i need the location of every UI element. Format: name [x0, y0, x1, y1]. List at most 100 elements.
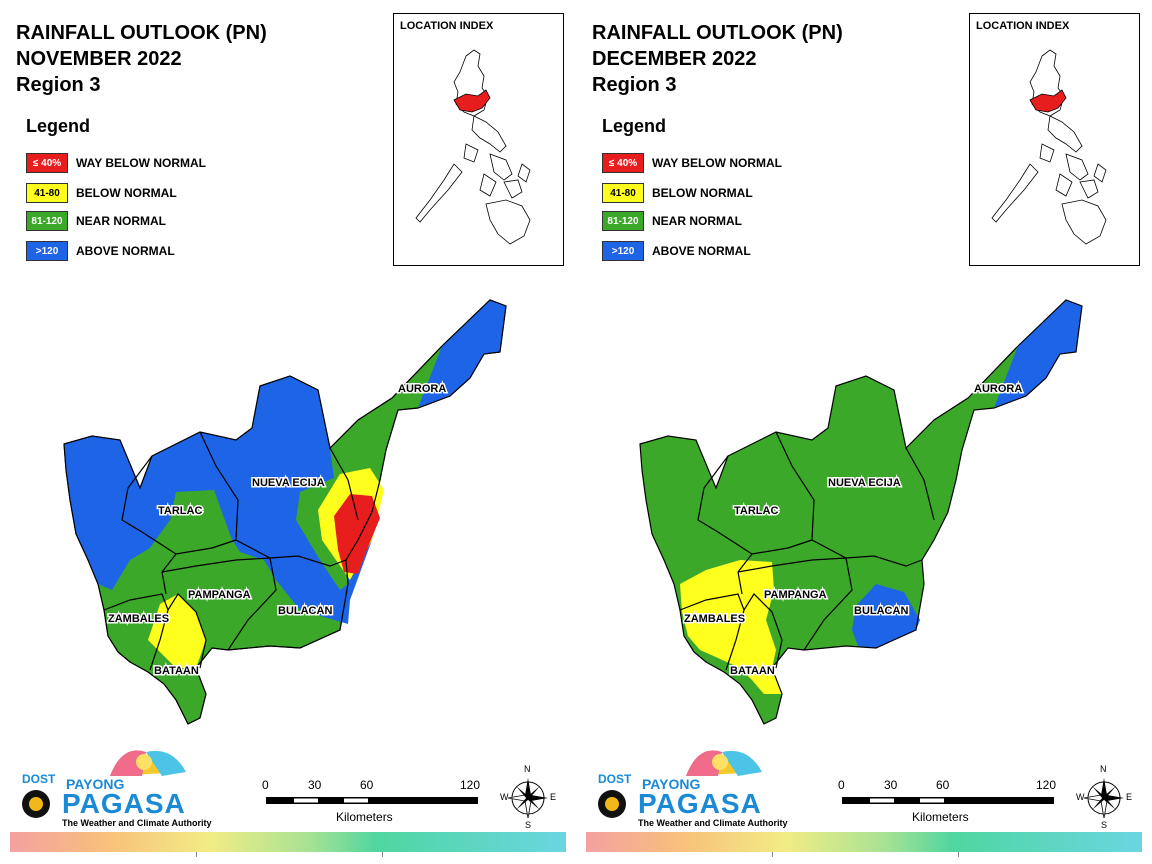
scale-bar: 0 30 60 120 Kilometers [838, 778, 1058, 828]
label-aurora: AURORA [398, 383, 446, 395]
location-index-title: LOCATION INDEX [400, 20, 494, 32]
logo-pagasa: PAGASA [638, 788, 762, 819]
map-title: RAINFALL OUTLOOK (PN) NOVEMBER 2022 Regi… [16, 20, 267, 98]
legend-swatch: 81-120 [602, 211, 644, 231]
location-index-inset: LOCATION INDEX [969, 13, 1140, 266]
umbrella-icon [598, 750, 762, 818]
compass-s: S [525, 820, 532, 830]
zone-above-normal-bulacan [852, 584, 920, 648]
outlook-panel-november: RAINFALL OUTLOOK (PN) NOVEMBER 2022 Regi… [10, 13, 566, 857]
legend-swatch: ≤ 40% [602, 153, 644, 173]
scale-tick-30: 30 [308, 778, 322, 792]
label-zambales: ZAMBALES [684, 613, 745, 625]
footer-gradient-bar [10, 832, 566, 852]
legend-swatch: ≤ 40% [26, 153, 68, 173]
philippines-outline-map [991, 49, 1107, 245]
label-nueva-ecija: NUEVA ECIJA [252, 477, 325, 489]
scale-tick-30: 30 [884, 778, 898, 792]
legend-label: NEAR NORMAL [76, 214, 166, 228]
scale-tick-0: 0 [838, 778, 845, 792]
map-title: RAINFALL OUTLOOK (PN) DECEMBER 2022 Regi… [592, 20, 843, 98]
legend-item-near: 81-120 NEAR NORMAL [602, 210, 742, 232]
philippines-outline-map [415, 49, 531, 245]
label-bulacan: BULACAN [278, 605, 332, 617]
footer-gradient-bar [586, 832, 1142, 852]
legend-item-above: >120 ABOVE NORMAL [26, 240, 175, 262]
umbrella-icon [22, 750, 186, 818]
zone-below-normal [680, 560, 782, 694]
logo-tagline: The Weather and Climate Authority [62, 818, 212, 828]
legend-item-below: 41-80 BELOW NORMAL [602, 182, 753, 204]
legend-swatch: 41-80 [602, 183, 644, 203]
logo-dost: DOST [22, 772, 56, 786]
compass-n: N [1100, 764, 1107, 774]
logo-tagline: The Weather and Climate Authority [638, 818, 788, 828]
zone-above-normal-aurora [418, 300, 506, 408]
legend-swatch: >120 [26, 241, 68, 261]
label-bataan: BATAAN [154, 665, 199, 677]
label-zambales: ZAMBALES [108, 613, 169, 625]
footer-tick [958, 852, 959, 857]
logo-dost: DOST [598, 772, 632, 786]
label-tarlac: TARLAC [158, 505, 202, 517]
payong-pagasa-logo: DOST PAYONG PAGASA The Weather and Clima… [16, 742, 212, 832]
compass-e: E [550, 792, 557, 802]
compass-s: S [1101, 820, 1108, 830]
region-3-highlight [1029, 89, 1067, 113]
compass-n: N [524, 764, 531, 774]
title-line-3: Region 3 [16, 74, 101, 96]
legend-label: WAY BELOW NORMAL [652, 156, 783, 170]
region-3-map-november: AURORA NUEVA ECIJA TARLAC PAMPANGA ZAMBA… [63, 299, 507, 725]
legend-label: BELOW NORMAL [76, 186, 177, 200]
scale-unit: Kilometers [912, 810, 969, 824]
payong-pagasa-logo: DOST PAYONG PAGASA The Weather and Clima… [592, 742, 788, 832]
logo-payong: PAYONG [642, 776, 701, 792]
legend-item-below: 41-80 BELOW NORMAL [26, 182, 177, 204]
compass-w: W [1076, 792, 1085, 802]
location-index-inset: LOCATION INDEX [393, 13, 564, 266]
legend-title: Legend [602, 116, 667, 136]
legend-label: ABOVE NORMAL [76, 244, 175, 258]
label-bulacan: BULACAN [854, 605, 908, 617]
location-index-title: LOCATION INDEX [976, 20, 1070, 32]
scale-tick-120: 120 [1036, 778, 1057, 792]
label-tarlac: TARLAC [734, 505, 778, 517]
compass-w: W [500, 792, 509, 802]
logo-pagasa: PAGASA [62, 788, 186, 819]
legend-item-way-below: ≤ 40% WAY BELOW NORMAL [26, 152, 206, 174]
logo-payong: PAYONG [66, 776, 125, 792]
compass-rose-icon: N S W E [500, 764, 557, 830]
label-pampanga: PAMPANGA [764, 589, 827, 601]
legend-title: Legend [26, 116, 91, 136]
legend-item-near: 81-120 NEAR NORMAL [26, 210, 166, 232]
legend-swatch: 41-80 [26, 183, 68, 203]
scale-bar-graphic [266, 797, 478, 804]
zone-near-normal-tarlac [150, 490, 232, 552]
legend-label: WAY BELOW NORMAL [76, 156, 207, 170]
label-bataan: BATAAN [730, 665, 775, 677]
legend-label: NEAR NORMAL [652, 214, 742, 228]
legend-item-way-below: ≤ 40% WAY BELOW NORMAL [602, 152, 782, 174]
title-line-2: DECEMBER 2022 [592, 48, 757, 70]
zone-above-normal-aurora [994, 300, 1082, 408]
legend-label: ABOVE NORMAL [652, 244, 751, 258]
label-aurora: AURORA [974, 383, 1022, 395]
scale-tick-120: 120 [460, 778, 481, 792]
scale-bar: 0 30 60 120 Kilometers [262, 778, 482, 828]
label-pampanga: PAMPANGA [188, 589, 251, 601]
outlook-panel-december: RAINFALL OUTLOOK (PN) DECEMBER 2022 Regi… [576, 0, 1152, 864]
footer-tick [772, 852, 773, 857]
legend-swatch: 81-120 [26, 211, 68, 231]
title-line-2: NOVEMBER 2022 [16, 48, 182, 70]
scale-unit: Kilometers [336, 810, 393, 824]
region-3-highlight [453, 89, 491, 113]
title-line-3: Region 3 [592, 74, 677, 96]
legend-swatch: >120 [602, 241, 644, 261]
region-3-map-december: AURORA NUEVA ECIJA TARLAC PAMPANGA ZAMBA… [639, 299, 1083, 725]
title-line-1: RAINFALL OUTLOOK (PN) [16, 22, 267, 44]
compass-e: E [1126, 792, 1133, 802]
legend-label: BELOW NORMAL [652, 186, 753, 200]
scale-bar-graphic [842, 797, 1054, 804]
scale-tick-60: 60 [936, 778, 950, 792]
zone-below-normal-bataan [148, 594, 206, 668]
